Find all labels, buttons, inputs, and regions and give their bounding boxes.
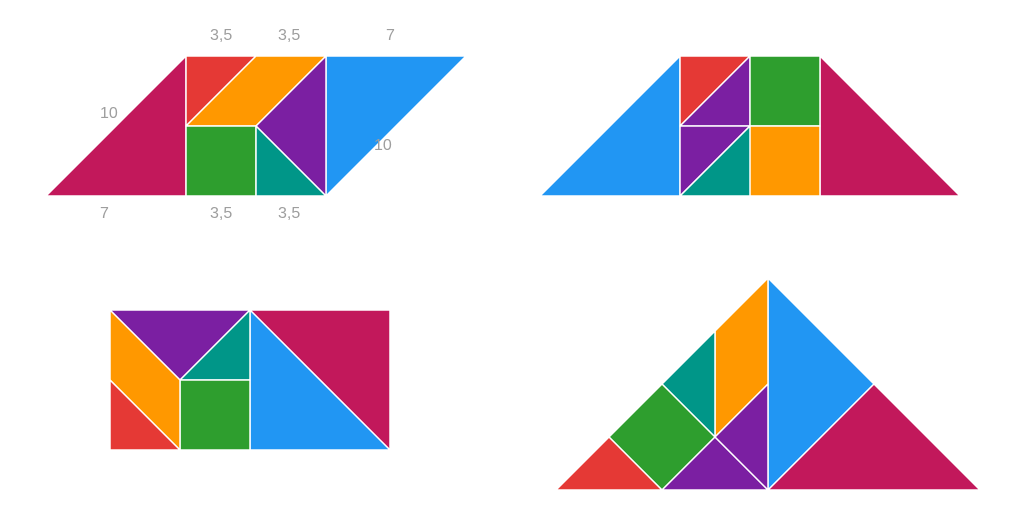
t-big-magenta (820, 56, 960, 196)
t-square-green (750, 56, 820, 126)
p-square-green (186, 126, 256, 196)
dimension-label: 10 (374, 137, 392, 154)
fig-triangle (556, 278, 980, 490)
tangram-figures: 3,5 3,5 7 10 10 7 3,5 3,5 (0, 0, 1019, 511)
fig-trapezoid (540, 56, 960, 196)
p-big-magenta (46, 56, 186, 196)
dimension-label: 3,5 (210, 205, 232, 222)
dimension-label: 10 (100, 105, 118, 122)
p-big-blue (326, 56, 466, 196)
dimension-label: 3,5 (278, 205, 300, 222)
dimension-label: 7 (386, 27, 395, 44)
dimension-label: 3,5 (278, 27, 300, 44)
t-big-blue (540, 56, 680, 196)
dimension-label: 3,5 (210, 27, 232, 44)
fig-parallelogram (46, 56, 466, 196)
dimension-label: 7 (100, 205, 109, 222)
fig-rectangle (110, 310, 390, 450)
r-square-green (180, 380, 250, 450)
